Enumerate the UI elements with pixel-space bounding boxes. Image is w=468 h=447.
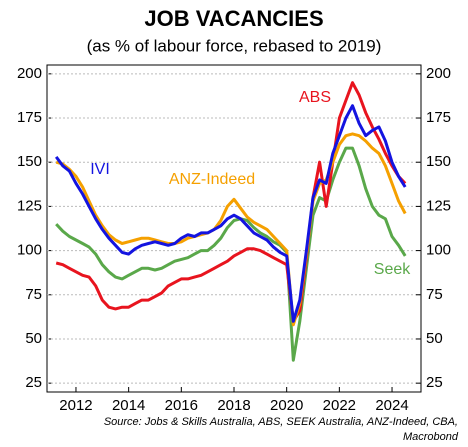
series-label: ABS (299, 89, 331, 106)
chart-title: JOB VACANCIES (144, 6, 323, 31)
chart-subtitle: (as % of labour force, rebased to 2019) (87, 36, 382, 55)
series-line (55, 132, 407, 327)
x-tick-label: 2022 (323, 397, 356, 414)
source-note: Macrobond (403, 431, 459, 443)
x-tick-label: 2014 (112, 397, 145, 414)
y2-tick-label: 150 (426, 153, 451, 170)
y2-tick-label: 75 (426, 286, 443, 303)
series-line (55, 81, 407, 323)
y2-tick-label: 175 (426, 109, 451, 126)
series-label: ANZ-Indeed (169, 171, 255, 188)
y-tick-label: 200 (17, 65, 42, 82)
series-line (54, 104, 407, 323)
y2-tick-label: 100 (426, 242, 451, 259)
x-tick-label: 2024 (375, 397, 408, 414)
y2-tick-label: 50 (426, 330, 443, 347)
y-tick-label: 125 (17, 197, 42, 214)
series-label: IVI (90, 161, 110, 178)
series-label: Seek (374, 261, 411, 278)
source-note: Source: Jobs & Skills Australia, ABS, SE… (104, 416, 458, 428)
y-tick-label: 25 (25, 374, 42, 391)
x-tick-label: 2018 (217, 397, 250, 414)
y-tick-label: 175 (17, 109, 42, 126)
y-tick-label: 150 (17, 153, 42, 170)
y-tick-label: 50 (25, 330, 42, 347)
x-tick-label: 2020 (270, 397, 303, 414)
y2-tick-label: 25 (426, 374, 443, 391)
series-line (55, 146, 407, 362)
y-tick-label: 75 (25, 286, 42, 303)
y-tick-label: 100 (17, 242, 42, 259)
x-tick-label: 2012 (59, 397, 92, 414)
y2-tick-label: 200 (426, 65, 451, 82)
x-tick-label: 2016 (165, 397, 198, 414)
y2-tick-label: 125 (426, 197, 451, 214)
